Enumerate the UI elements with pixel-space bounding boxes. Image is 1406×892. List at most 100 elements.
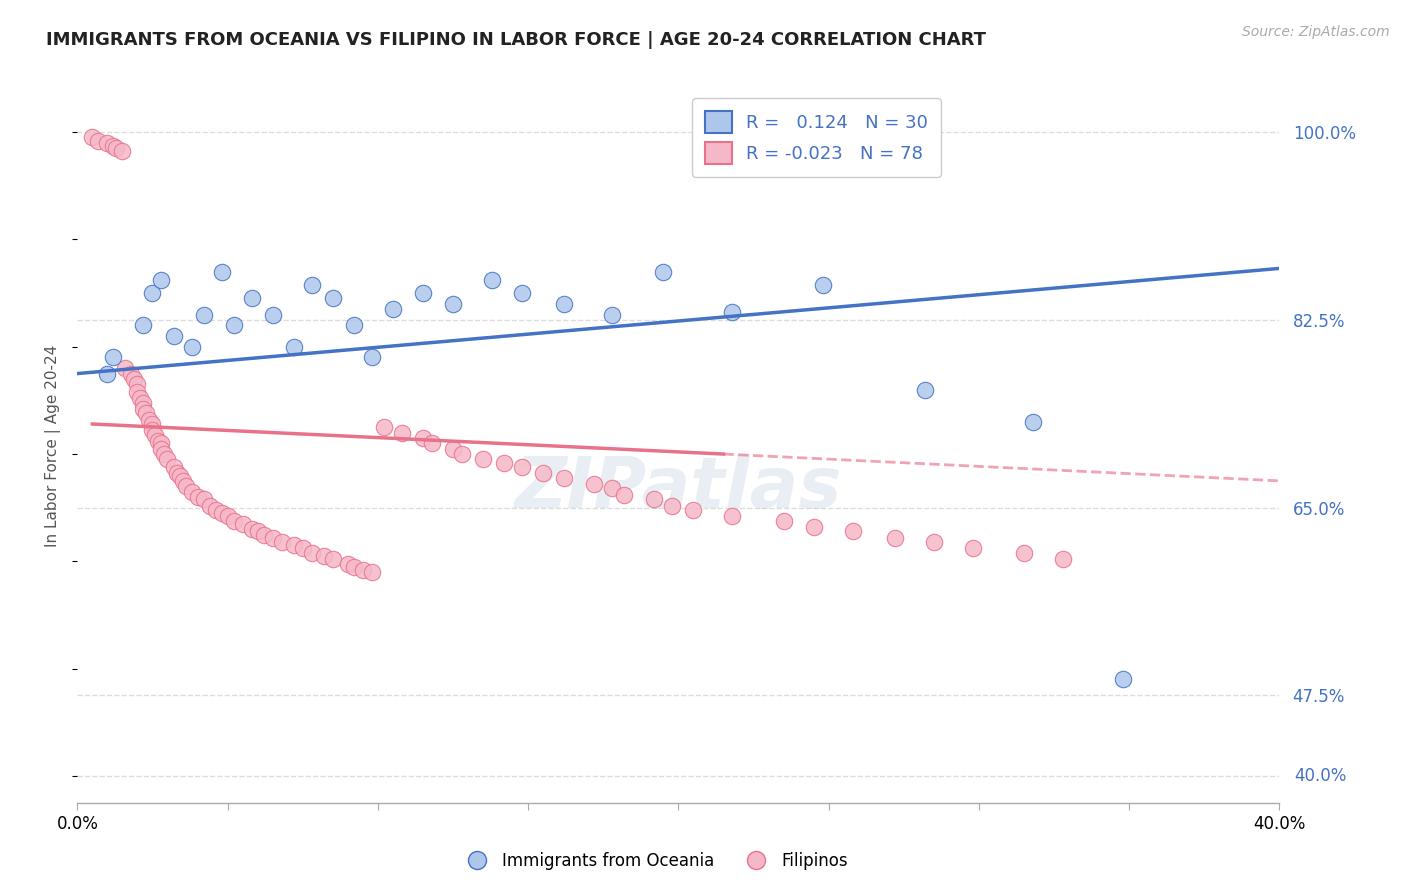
Point: [661, 499, 683, 513]
Point: [583, 477, 606, 491]
Point: [262, 531, 284, 545]
Point: [162, 459, 184, 474]
Point: [343, 318, 366, 333]
Text: IMMIGRANTS FROM OCEANIA VS FILIPINO IN LABOR FORCE | AGE 20-24 CORRELATION CHART: IMMIGRANTS FROM OCEANIA VS FILIPINO IN L…: [46, 31, 987, 49]
Point: [193, 492, 215, 507]
Point: [841, 524, 863, 539]
Point: [153, 447, 176, 461]
Point: [510, 286, 533, 301]
Point: [643, 492, 665, 507]
Y-axis label: In Labor Force | Age 20-24: In Labor Force | Age 20-24: [45, 345, 62, 547]
Point: [441, 442, 464, 456]
Point: [150, 436, 173, 450]
Point: [193, 308, 215, 322]
Point: [600, 482, 623, 496]
Point: [510, 459, 533, 474]
Point: [322, 292, 344, 306]
Point: [811, 277, 834, 292]
Point: [124, 372, 146, 386]
Point: [222, 318, 245, 333]
Point: [145, 427, 167, 442]
Point: [600, 308, 623, 322]
Point: [553, 470, 575, 484]
Point: [1052, 552, 1074, 566]
Point: [613, 488, 636, 502]
Point: [922, 535, 945, 549]
Point: [127, 377, 149, 392]
Text: ZIPatlas: ZIPatlas: [515, 454, 842, 524]
Point: [652, 265, 675, 279]
Point: [301, 277, 323, 292]
Point: [132, 401, 155, 416]
Point: [322, 552, 344, 566]
Point: [682, 503, 704, 517]
Point: [166, 467, 188, 481]
Point: [883, 531, 905, 545]
Point: [1022, 415, 1045, 429]
Point: [360, 565, 382, 579]
Point: [150, 442, 173, 456]
Point: [211, 506, 233, 520]
Point: [141, 424, 163, 438]
Point: [343, 559, 366, 574]
Point: [198, 499, 221, 513]
Point: [352, 563, 374, 577]
Point: [553, 297, 575, 311]
Point: [246, 524, 269, 539]
Point: [283, 538, 305, 552]
Point: [262, 308, 284, 322]
Point: [211, 265, 233, 279]
Point: [187, 490, 209, 504]
Point: [312, 549, 335, 563]
Point: [180, 340, 202, 354]
Point: [150, 273, 173, 287]
Point: [412, 431, 434, 445]
Point: [240, 292, 263, 306]
Point: [129, 391, 152, 405]
Point: [141, 417, 163, 431]
Point: [103, 351, 125, 365]
Point: [174, 479, 197, 493]
Point: [141, 286, 163, 301]
Point: [82, 130, 104, 145]
Point: [531, 467, 554, 481]
Point: [96, 367, 118, 381]
Point: [803, 520, 825, 534]
Point: [180, 484, 202, 499]
Point: [914, 383, 936, 397]
Point: [105, 141, 128, 155]
Point: [391, 425, 413, 440]
Point: [772, 514, 794, 528]
Point: [270, 535, 292, 549]
Point: [373, 420, 395, 434]
Point: [204, 503, 226, 517]
Point: [240, 522, 263, 536]
Point: [132, 395, 155, 409]
Point: [169, 468, 191, 483]
Point: [412, 286, 434, 301]
Text: Source: ZipAtlas.com: Source: ZipAtlas.com: [1241, 25, 1389, 39]
Point: [172, 474, 194, 488]
Point: [96, 136, 118, 150]
Point: [451, 447, 474, 461]
Point: [222, 514, 245, 528]
Legend: Immigrants from Oceania, Filipinos: Immigrants from Oceania, Filipinos: [454, 846, 855, 877]
Point: [120, 367, 142, 381]
Point: [156, 452, 179, 467]
Point: [472, 452, 495, 467]
Point: [721, 305, 744, 319]
Point: [291, 541, 314, 556]
Point: [103, 139, 125, 153]
Point: [232, 516, 254, 531]
Point: [253, 527, 276, 541]
Point: [132, 318, 155, 333]
Point: [127, 384, 149, 399]
Point: [301, 546, 323, 560]
Point: [441, 297, 464, 311]
Point: [162, 329, 184, 343]
Point: [481, 273, 503, 287]
Point: [111, 145, 134, 159]
Point: [1112, 673, 1135, 687]
Point: [217, 509, 239, 524]
Point: [87, 134, 110, 148]
